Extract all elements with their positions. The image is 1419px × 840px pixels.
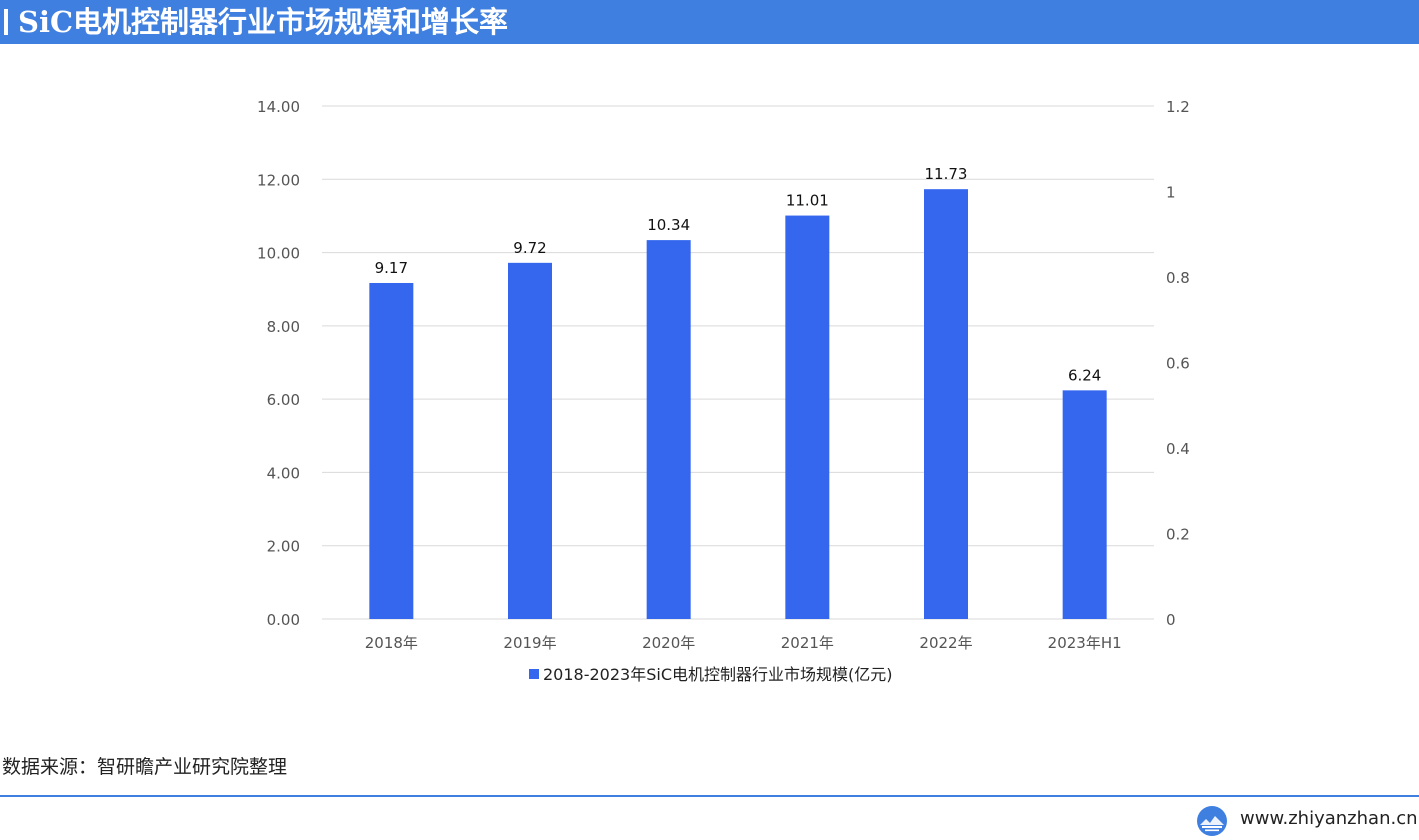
y2-tick-label: 0 [1166, 611, 1176, 629]
bar-value-label: 9.72 [513, 239, 546, 257]
bar [924, 189, 968, 619]
y2-tick-label: 0.4 [1166, 440, 1190, 458]
bar [646, 240, 691, 619]
y2-tick-label: 1 [1166, 184, 1176, 202]
website-link[interactable]: www.zhiyanzhan.cn [1240, 808, 1418, 829]
globe-icon [1197, 806, 1227, 836]
bar-value-label: 9.17 [375, 259, 408, 277]
bar-value-label: 10.34 [647, 216, 690, 234]
data-labels: 9.17 9.72 10.34 11.01 11.73 6.24 [375, 165, 1102, 384]
y-tick-label: 14.00 [257, 98, 300, 116]
page-title: SiC电机控制器行业市场规模和增长率 [18, 5, 509, 39]
y-axis-right: 0 0.2 0.4 0.6 0.8 1 1.2 [1166, 98, 1190, 629]
y-tick-label: 12.00 [257, 171, 300, 189]
footer-divider [0, 795, 1419, 797]
header-bar: SiC电机控制器行业市场规模和增长率 [0, 0, 1419, 44]
y-axis-left: 0.00 2.00 4.00 6.00 8.00 10.00 12.00 14.00 [257, 98, 300, 629]
y-tick-label: 4.00 [267, 464, 300, 482]
x-tick-label: 2023年H1 [1048, 634, 1122, 652]
legend-swatch [529, 669, 539, 679]
chart-legend: 2018-2023年SiC电机控制器行业市场规模(亿元) [529, 665, 892, 684]
bar [369, 282, 414, 619]
legend-label: 2018-2023年SiC电机控制器行业市场规模(亿元) [543, 665, 892, 684]
x-tick-label: 2021年 [781, 634, 834, 652]
title-accent-mark [4, 9, 8, 35]
y-tick-label: 10.00 [257, 245, 300, 263]
x-axis: 2018年 2019年 2020年 2021年 2022年 2023年H1 [365, 634, 1122, 652]
y2-tick-label: 0.2 [1166, 526, 1190, 544]
x-tick-label: 2018年 [365, 634, 418, 652]
y2-tick-label: 1.2 [1166, 98, 1190, 116]
x-tick-label: 2022年 [919, 634, 972, 652]
y2-tick-label: 0.6 [1166, 355, 1190, 373]
bar [1062, 390, 1107, 619]
y-tick-label: 0.00 [267, 611, 300, 629]
bar-value-label: 6.24 [1068, 366, 1101, 384]
y-tick-label: 2.00 [267, 538, 300, 556]
x-tick-label: 2019年 [503, 634, 556, 652]
y2-tick-label: 0.8 [1166, 269, 1190, 287]
bar [508, 262, 552, 619]
bar-series [369, 189, 1107, 620]
bar [785, 215, 830, 620]
data-source-note: 数据来源：智研瞻产业研究院整理 [2, 756, 288, 778]
bar-value-label: 11.01 [786, 192, 829, 210]
chart-area: 0.00 2.00 4.00 6.00 8.00 10.00 12.00 14.00 0 0.2… [0, 44, 1419, 744]
y-tick-label: 8.00 [267, 318, 300, 336]
bar-chart: 0.00 2.00 4.00 6.00 8.00 10.00 12.00 14.00 0 0.2… [257, 98, 1190, 684]
y-tick-label: 6.00 [267, 391, 300, 409]
gridlines [322, 105, 1154, 620]
bar-value-label: 11.73 [925, 165, 968, 183]
x-tick-label: 2020年 [642, 634, 695, 652]
